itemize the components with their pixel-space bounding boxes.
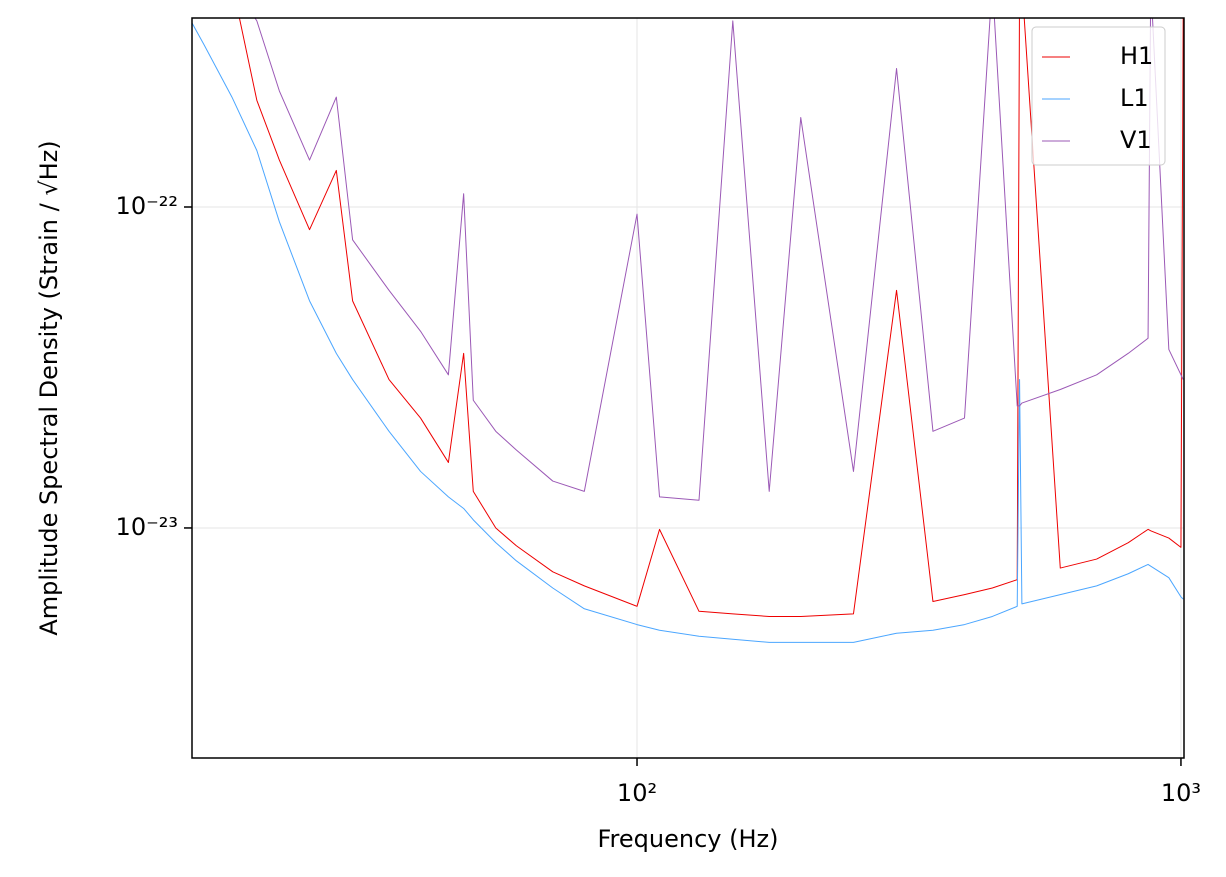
- legend-label: L1: [1120, 84, 1149, 112]
- series-line: [254, 18, 1184, 501]
- legend-label: V1: [1120, 126, 1152, 154]
- legend-label: H1: [1120, 42, 1153, 70]
- x-axis-label: Frequency (Hz): [598, 825, 779, 853]
- series-line: [238, 18, 1184, 617]
- legend: H1 L1 V1: [1031, 26, 1166, 166]
- x-tick-label: 10³: [1161, 779, 1201, 807]
- axes-frame: [191, 17, 1185, 759]
- plot-area: [192, 18, 1184, 643]
- y-axis-label: Amplitude Spectral Density (Strain / √Hz…: [35, 140, 63, 635]
- x-tick-label: 10²: [617, 779, 657, 807]
- legend-box: [1031, 26, 1166, 166]
- series-line: [192, 21, 1184, 643]
- y-tick-label: 10⁻²²: [116, 192, 178, 220]
- y-tick-label: 10⁻²³: [116, 513, 178, 541]
